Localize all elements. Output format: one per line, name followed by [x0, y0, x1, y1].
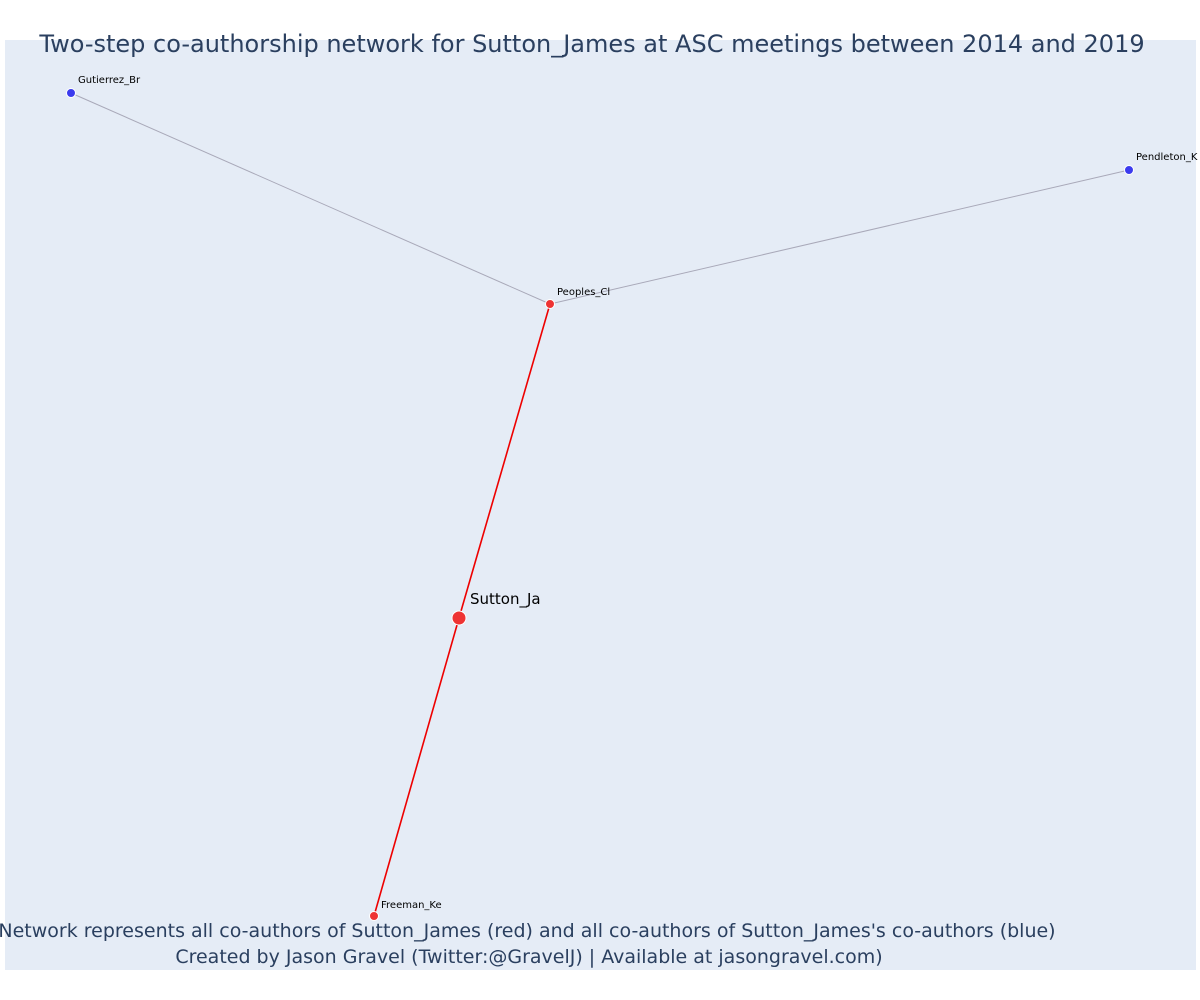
edge-sutton-peoples [458, 303, 551, 619]
plot-area [5, 40, 1196, 970]
node-marker[interactable] [66, 88, 76, 98]
node-pendleton[interactable]: Pendleton_K [1124, 152, 1198, 175]
node-gutierrez[interactable]: Gutierrez_Br [66, 75, 142, 98]
node-peoples[interactable]: Peoples_Cl [545, 287, 611, 309]
caption-line-2: Created by Jason Gravel (Twitter:@Gravel… [175, 946, 882, 968]
node-sutton[interactable]: Sutton_Ja [451, 590, 541, 626]
edge-peoples-pendleton [549, 169, 1130, 305]
edges-layer [70, 92, 1130, 917]
edge-peoples-gutierrez [70, 92, 551, 305]
node-label: Pendleton_K [1136, 152, 1198, 163]
nodes-layer: Sutton_Ja Peoples_Cl Freeman_Ke Gutierre… [66, 75, 1198, 921]
node-freeman[interactable]: Freeman_Ke [369, 900, 442, 921]
node-marker[interactable] [1124, 165, 1134, 175]
node-label: Gutierrez_Br [78, 75, 141, 86]
node-label: Freeman_Ke [381, 900, 442, 911]
node-label: Peoples_Cl [557, 287, 610, 298]
caption-line-1: Network represents all co-authors of Sut… [0, 920, 1056, 942]
edge-sutton-freeman [373, 617, 460, 917]
node-marker[interactable] [451, 610, 467, 626]
chart-title: Two-step co-authorship network for Sutto… [38, 30, 1144, 58]
node-label: Sutton_Ja [470, 590, 541, 609]
node-marker[interactable] [369, 911, 379, 921]
node-marker[interactable] [545, 299, 555, 309]
